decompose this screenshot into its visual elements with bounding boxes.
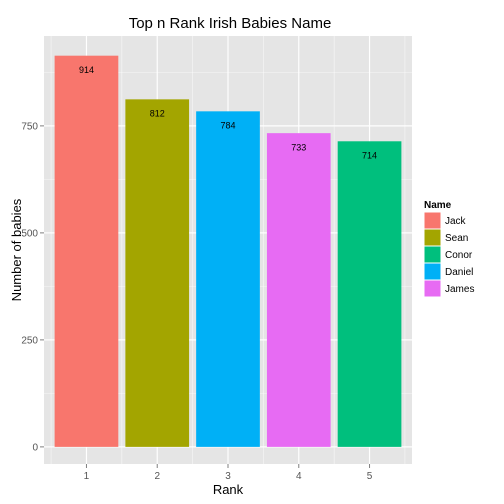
x-tick-label: 1 [84, 471, 90, 482]
data-label: 784 [220, 120, 235, 130]
data-label: 714 [362, 150, 377, 160]
x-tick-label: 4 [296, 471, 302, 482]
legend-swatch-sean [424, 229, 441, 246]
chart-title: Top n Rank Irish Babies Name [129, 15, 332, 32]
legend-label: James [445, 284, 474, 295]
data-label: 914 [79, 65, 94, 75]
legend-swatch-james [424, 280, 441, 297]
legend-swatch-jack [424, 212, 441, 229]
x-axis: 1 2 3 4 5 [84, 464, 373, 482]
legend-items: Jack Sean Conor Daniel James [423, 211, 474, 298]
bar-conor [337, 141, 402, 447]
legend-swatch-daniel [424, 263, 441, 280]
legend-label: Daniel [445, 267, 473, 278]
data-labels: 914 812 784 733 714 [79, 65, 377, 161]
data-label: 812 [150, 108, 165, 118]
legend-label: Jack [445, 216, 467, 227]
legend-label: Sean [445, 233, 468, 244]
y-axis-title: Number of babies [9, 198, 24, 301]
legend-label: Conor [445, 250, 473, 261]
plot-panel: 914 812 784 733 714 [44, 36, 412, 464]
data-label: 733 [291, 142, 306, 152]
y-tick-label: 250 [21, 335, 38, 346]
legend-swatch-conor [424, 246, 441, 263]
bar-james [266, 133, 331, 447]
x-tick-label: 5 [367, 471, 373, 482]
x-axis-title: Rank [213, 482, 244, 497]
y-tick-label: 750 [21, 121, 38, 132]
bar-jack [54, 55, 119, 447]
x-tick-label: 2 [154, 471, 160, 482]
y-axis: 0 250 500 750 [21, 121, 44, 453]
legend: Name Jack Sean Conor Daniel James [423, 200, 474, 298]
legend-title: Name [424, 200, 452, 211]
x-tick-label: 3 [225, 471, 231, 482]
bar-daniel [196, 111, 260, 447]
y-tick-label: 0 [32, 442, 38, 453]
bar-sean [125, 99, 190, 447]
y-tick-label: 500 [21, 228, 38, 239]
bars [54, 55, 402, 447]
